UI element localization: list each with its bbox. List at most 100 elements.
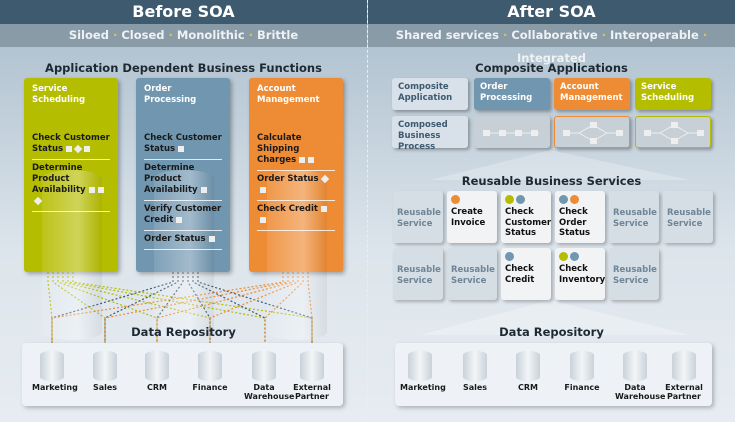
process-flow [554,116,630,148]
square-icon [97,186,104,193]
tag: Brittle [257,28,299,42]
divider [367,0,368,422]
connection-line [67,272,266,343]
service-label: Reusable Service [451,265,495,286]
database: Marketing [400,351,446,392]
before-title: Before SOA [0,0,367,24]
function-item: Calculate Shipping Charges [257,130,335,172]
service-label: Check Credit [505,264,535,285]
function-label: Check Customer Status [32,133,110,155]
function-label: Check Credit [257,204,318,215]
database-icon [408,351,432,381]
database: Finance [562,351,602,392]
service-label: Check Customer Status [505,207,552,239]
before-repo-title: Data Repository [131,325,236,339]
tag: Siloed [68,28,109,42]
row-label-composed-process: Composed Business Process [392,116,468,152]
database-label: External Partner [665,383,703,401]
connection-line [57,272,158,343]
square-icon [260,186,266,193]
row-label-composite-application: Composite Application [392,78,468,110]
orange-dot-icon [451,195,460,204]
connection-line [47,272,53,343]
function-item: Order Status [144,231,222,251]
service-label: Check Inventory [559,264,606,285]
database: Data Warehouse [244,351,294,401]
function-label: Determine Product Availability [144,163,198,196]
after-tags: Shared services · Collaborative · Intero… [368,24,735,65]
column-title: Account Management [257,84,320,106]
database-icon [463,351,487,381]
diamond-icon [73,144,83,153]
square-icon [84,145,91,152]
separator: · [498,28,512,42]
tag: Interoperable [610,28,699,42]
service-label: Reusable Service [667,208,711,229]
process-flow-icon [644,122,704,144]
database-icon [198,351,222,381]
services-title: Reusable Business Services [461,174,642,188]
connection-line [209,272,299,343]
database: Sales [455,351,495,392]
composite-app: Service Scheduling [635,78,711,110]
cylinder-icon [267,170,327,340]
after-repo-title: Data Repository [499,325,604,339]
service-box: Create Invoice [447,191,497,243]
tag: Integrated [517,51,586,65]
database-label: Sales [92,383,118,392]
composite-app: Account Management [554,78,630,110]
function-label: Order Status [144,234,206,245]
function-item: Check Customer Status [144,130,222,161]
function-label: Determine Product Availability [32,163,86,196]
service-box: Reusable Service [393,191,443,243]
square-icon [88,186,95,193]
after-title: After SOA [368,0,735,24]
connection-line [72,272,313,343]
function-item: Order Status [257,171,335,202]
blue-dot-icon [516,195,525,204]
database-icon [623,351,647,381]
service-box: Check Customer Status [501,191,551,243]
database: Data Warehouse [615,351,665,401]
function-item: Check Customer Status [32,130,110,161]
after-data-repository: Marketing Sales CRM Finance Data Warehouse Ex… [395,343,712,406]
function-label: Verify Customer Credit [144,204,222,226]
cylinder-icon [154,170,214,340]
database-label: Marketing [32,383,78,392]
tag: Closed [121,28,165,42]
database-label: Data Warehouse [244,383,295,401]
database-label: CRM [147,383,167,392]
square-icon [200,186,207,193]
connection-line [104,272,289,343]
database: CRM [508,351,548,392]
database: Sales [85,351,125,392]
database-label: External Partner [293,383,331,401]
connection-line [156,272,294,343]
app-column: Order Processing Check Customer Status Det… [136,78,230,340]
service-box: Reusable Service [609,248,659,300]
composite-app: Order Processing [474,78,550,110]
separator: · [244,28,258,42]
service-box: Reusable Service [393,248,443,300]
database-label: CRM [518,383,538,392]
database-icon [516,351,540,381]
function-label: Calculate Shipping Charges [257,133,302,166]
connection-line [307,272,313,343]
app-column: Account Management Calculate Shipping Cha… [249,78,343,340]
blue-dot-icon [505,252,514,261]
green-dot-icon [505,195,514,204]
database-icon [570,351,594,381]
process-flow-icon [483,130,539,136]
process-flow [635,116,711,148]
database: Marketing [32,351,78,392]
cylinder-icon [42,170,102,340]
square-icon [178,145,185,152]
service-box: Check Inventory [555,248,605,300]
tag: Collaborative [511,28,598,42]
function-label: Order Status [257,174,319,185]
database: Finance [190,351,230,392]
service-label: Reusable Service [397,208,441,229]
square-icon [260,216,266,223]
function-item: Determine Product Availability [144,160,222,202]
